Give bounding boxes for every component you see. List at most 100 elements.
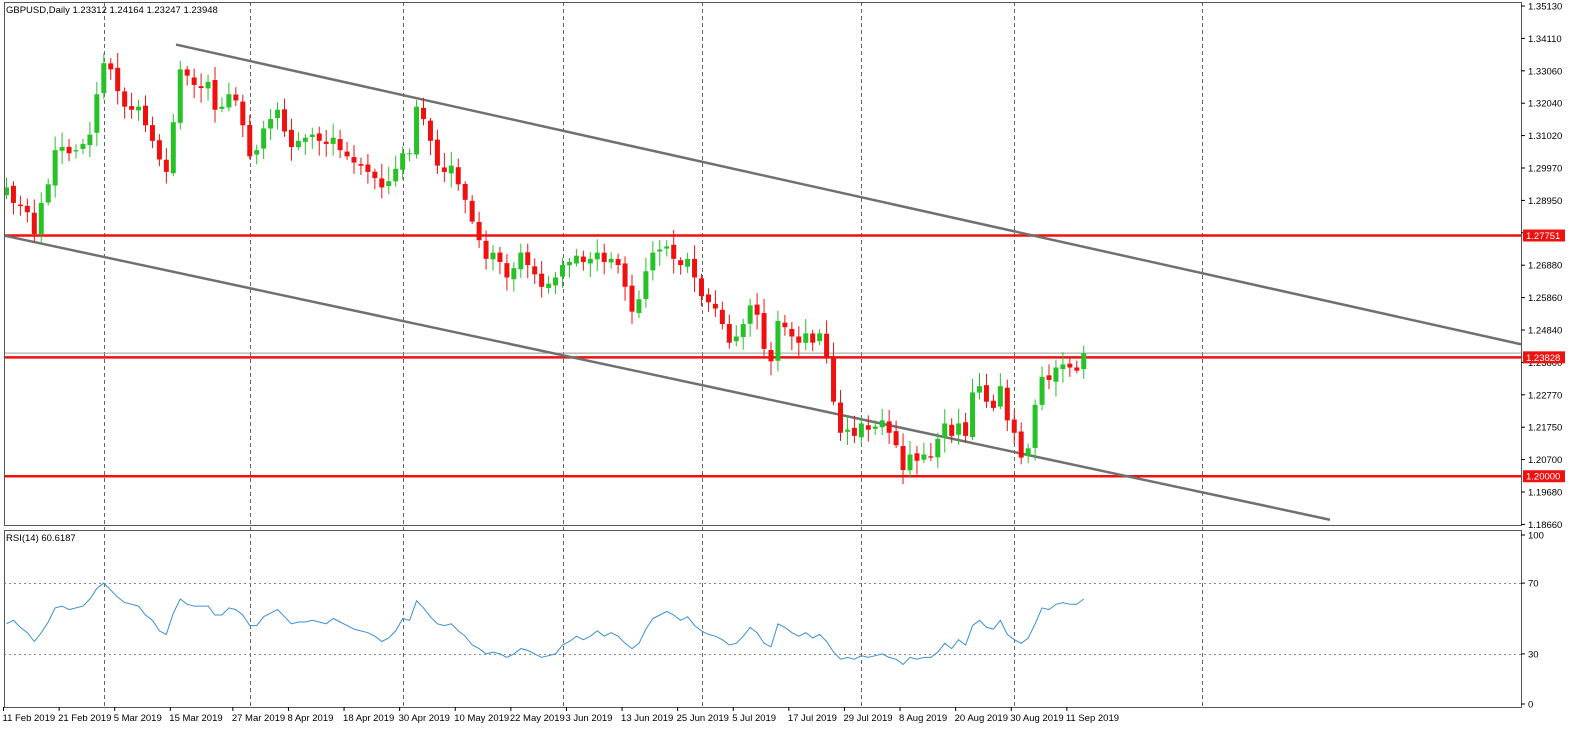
- candle-body: [414, 106, 420, 155]
- candle-body: [775, 320, 781, 361]
- candle-body: [664, 246, 670, 249]
- candle: [754, 293, 760, 330]
- candle: [490, 245, 496, 271]
- candle-body: [143, 105, 148, 126]
- candle-body: [817, 333, 823, 342]
- channel-upper-line: [175, 43, 1522, 346]
- candle-body: [650, 252, 656, 271]
- candle: [504, 254, 510, 291]
- candle-body: [261, 128, 267, 149]
- candle: [872, 420, 878, 435]
- candle: [212, 66, 218, 123]
- candle-body: [10, 185, 16, 203]
- candle-body: [122, 91, 128, 107]
- candle: [275, 102, 281, 130]
- candle: [247, 115, 253, 160]
- candle: [956, 408, 962, 445]
- candle-body: [858, 423, 864, 438]
- candle: [441, 152, 447, 183]
- candle: [997, 373, 1003, 410]
- candle: [580, 250, 586, 271]
- candle: [622, 256, 628, 301]
- candle: [17, 195, 23, 216]
- candle: [983, 373, 989, 409]
- candle: [893, 420, 899, 449]
- candle-body: [101, 63, 107, 94]
- candle: [24, 198, 30, 223]
- candle: [546, 275, 552, 294]
- candle-body: [379, 178, 385, 188]
- candle: [671, 230, 677, 274]
- candle-body: [615, 259, 621, 266]
- candle: [191, 68, 197, 98]
- candle-body: [504, 263, 510, 278]
- candle-body: [705, 294, 711, 303]
- candle: [379, 163, 385, 199]
- candle: [316, 126, 322, 156]
- candle-body: [441, 167, 447, 172]
- candle-body: [434, 139, 440, 166]
- rsi-tick-label: 0: [1528, 700, 1533, 711]
- candle-body: [400, 153, 406, 170]
- candle: [747, 298, 753, 337]
- candle: [163, 148, 169, 184]
- candle-body: [1060, 364, 1066, 370]
- candle: [73, 144, 79, 159]
- candle-body: [865, 425, 871, 430]
- candle-body: [810, 333, 816, 343]
- candle: [705, 288, 711, 312]
- candle: [1025, 443, 1031, 464]
- candle-body: [831, 356, 837, 402]
- candle: [733, 325, 739, 347]
- level-tag-label: 1.23828: [1526, 353, 1560, 364]
- rsi-info-header: RSI(14) 60.6187: [6, 533, 76, 544]
- candle-body: [247, 125, 253, 157]
- main-pane-frame: [4, 2, 1522, 526]
- time-tick-label: 13 Jun 2019: [621, 713, 673, 724]
- candle-body: [719, 309, 725, 325]
- candle-body: [768, 349, 774, 362]
- candle: [80, 138, 86, 154]
- candle-body: [288, 129, 294, 148]
- candle-body: [233, 94, 239, 101]
- candle: [636, 290, 642, 319]
- candle-body: [17, 204, 23, 207]
- candle: [365, 153, 371, 184]
- candle: [719, 301, 725, 330]
- candle: [407, 148, 413, 162]
- candle-body: [678, 260, 684, 266]
- candle: [963, 412, 969, 443]
- candle-body: [73, 150, 79, 152]
- candle: [205, 74, 211, 101]
- candle: [386, 166, 392, 195]
- candle-body: [587, 258, 593, 264]
- candle-body: [80, 143, 86, 149]
- rsi-pane-frame: [4, 530, 1522, 708]
- rsi-series: [6, 582, 1085, 666]
- candle-body: [31, 212, 37, 234]
- candle-body: [149, 125, 155, 141]
- time-tick-label: 21 Feb 2019: [58, 713, 111, 724]
- candle-body: [302, 137, 308, 142]
- candle: [358, 157, 364, 176]
- candle: [1046, 364, 1052, 390]
- candle-body: [511, 268, 517, 280]
- candle-body: [983, 385, 989, 402]
- candle-body: [539, 273, 545, 287]
- candle: [664, 240, 670, 257]
- candle: [45, 178, 51, 206]
- candle: [427, 117, 433, 156]
- candle: [233, 87, 239, 106]
- candle-body: [886, 421, 892, 433]
- chart-frame: [4, 2, 1522, 708]
- candle-body: [1011, 419, 1017, 433]
- candle: [1039, 366, 1045, 411]
- candle: [309, 127, 315, 149]
- candle-body: [601, 252, 607, 262]
- candle-body: [170, 122, 176, 174]
- candle-body: [1074, 367, 1080, 371]
- candle-body: [928, 456, 934, 458]
- candle-body: [907, 454, 913, 471]
- candle: [851, 415, 857, 444]
- candle-body: [4, 187, 9, 196]
